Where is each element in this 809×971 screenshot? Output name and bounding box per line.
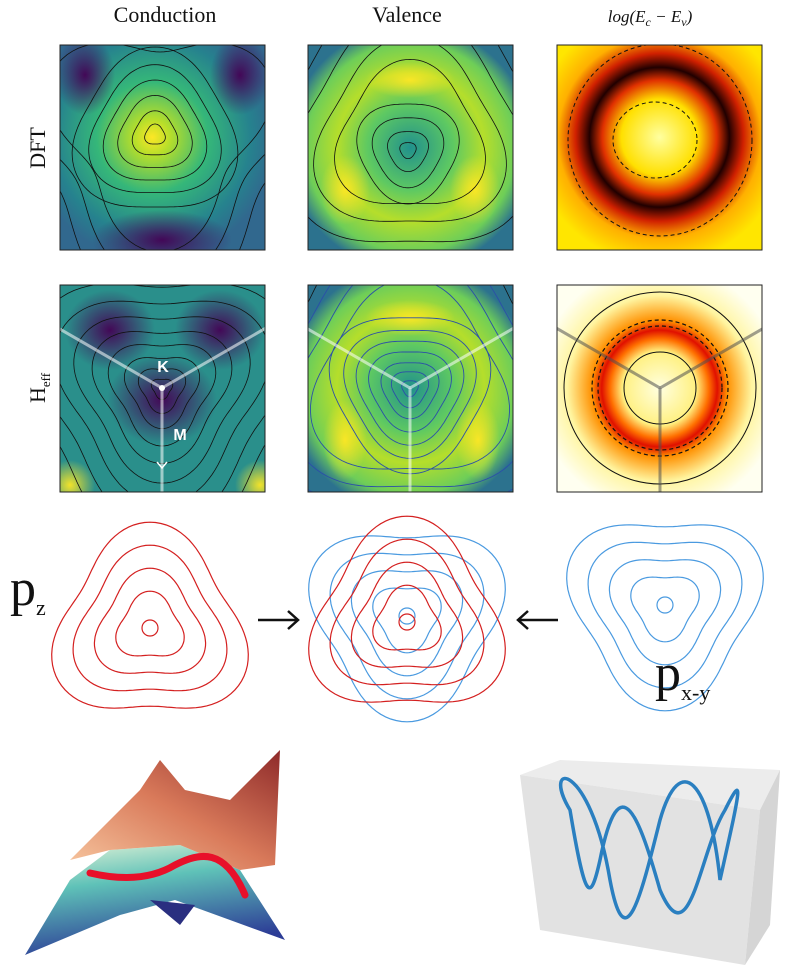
contour <box>309 536 506 722</box>
contour <box>52 522 249 708</box>
blob <box>320 155 370 225</box>
column-label: log(Ec − Ev) <box>608 7 693 29</box>
blob <box>55 35 115 115</box>
contour <box>116 591 184 656</box>
blob <box>450 155 500 225</box>
nodal-line-box <box>520 760 780 965</box>
orbital-label: pz <box>10 560 46 620</box>
figure: Conduction Valence log(Ec − Ev) DFT Heff… <box>0 0 809 971</box>
panel <box>557 44 762 250</box>
label-part: p <box>10 560 36 617</box>
label-part: x-y <box>681 680 710 705</box>
band-surface <box>25 750 285 955</box>
contour <box>373 585 441 650</box>
label-part: p <box>655 645 681 702</box>
point-label: K <box>157 359 169 376</box>
column-label: Valence <box>372 2 442 27</box>
arrow <box>518 611 558 629</box>
contour <box>351 562 462 667</box>
panel <box>237 214 583 588</box>
contour <box>351 571 462 676</box>
orbital-contour <box>142 620 158 636</box>
blob <box>92 210 232 270</box>
contour <box>631 577 699 642</box>
column-label: Conduction <box>114 2 217 27</box>
orbital-label: px-y <box>655 645 710 705</box>
blob <box>365 62 455 98</box>
row-label: DFT <box>25 127 50 169</box>
label-part: z <box>36 595 46 620</box>
blob <box>235 460 285 510</box>
contour <box>309 516 506 702</box>
panel <box>0 266 335 588</box>
blob <box>210 35 270 115</box>
panel-bg <box>557 45 762 250</box>
label-part: − E <box>651 7 682 26</box>
label-part: log(E <box>608 7 646 26</box>
arrow <box>258 611 298 629</box>
orbital-contour <box>657 597 673 613</box>
label-part: H <box>25 387 50 403</box>
blob <box>323 400 367 480</box>
point-marker <box>159 385 165 391</box>
label-part: eff <box>38 372 53 387</box>
point-label: M <box>173 427 186 444</box>
panels <box>0 0 809 588</box>
blob <box>45 460 95 510</box>
contour <box>94 568 205 673</box>
contour <box>373 588 441 653</box>
label-part: ) <box>686 7 693 26</box>
row-label: Heff <box>25 372 53 403</box>
contour <box>73 545 227 691</box>
